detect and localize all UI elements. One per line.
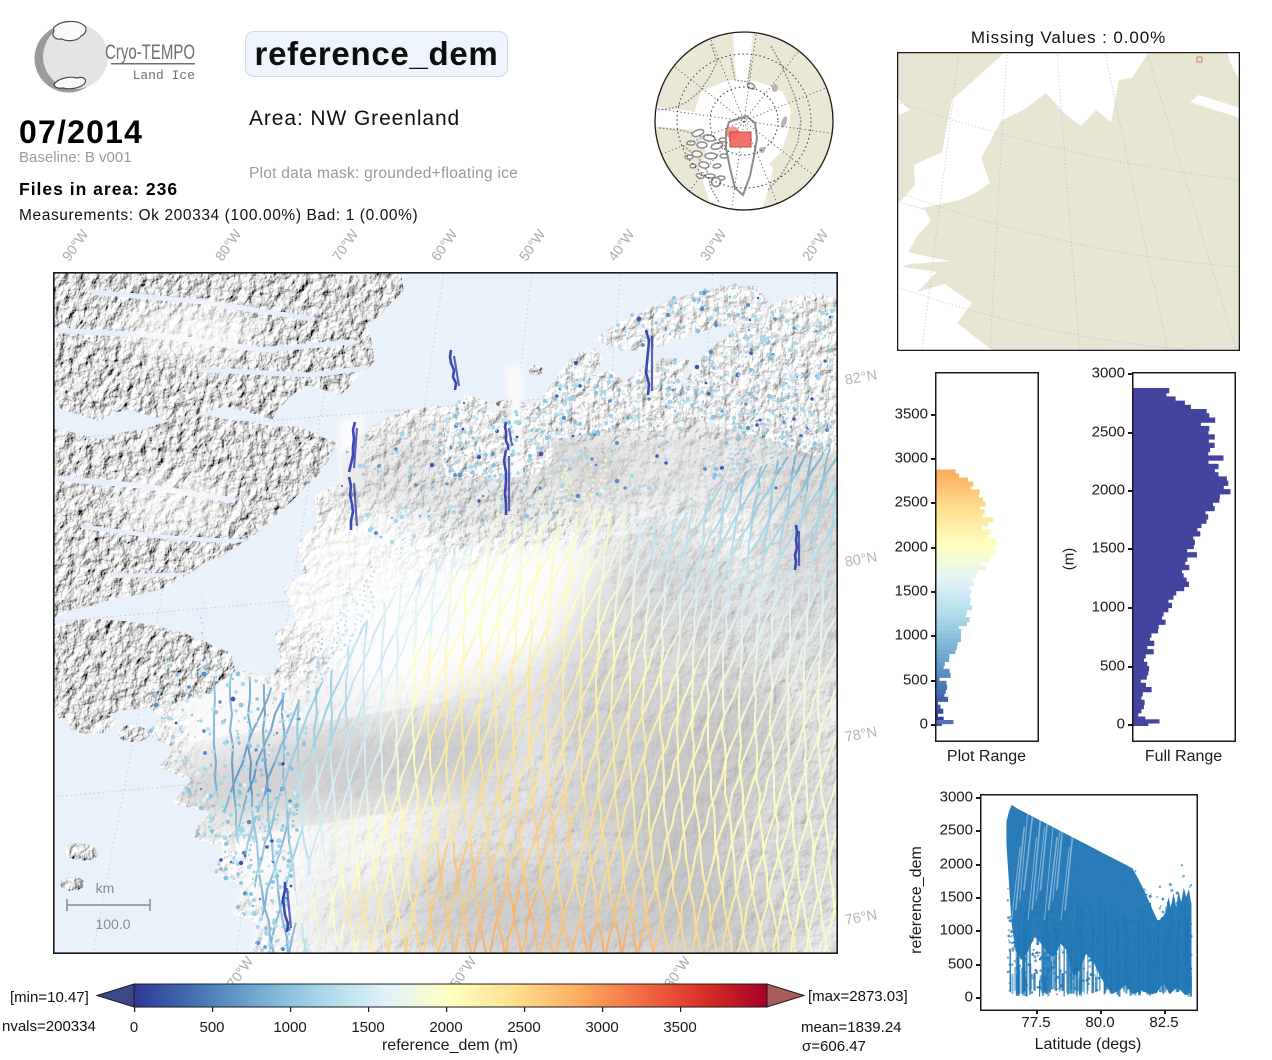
svg-text:Cryo-TEMPO: Cryo-TEMPO <box>105 40 195 64</box>
svg-text:100.0: 100.0 <box>95 916 130 932</box>
svg-text:km: km <box>96 880 115 896</box>
svg-text:Land Ice: Land Ice <box>133 68 195 83</box>
